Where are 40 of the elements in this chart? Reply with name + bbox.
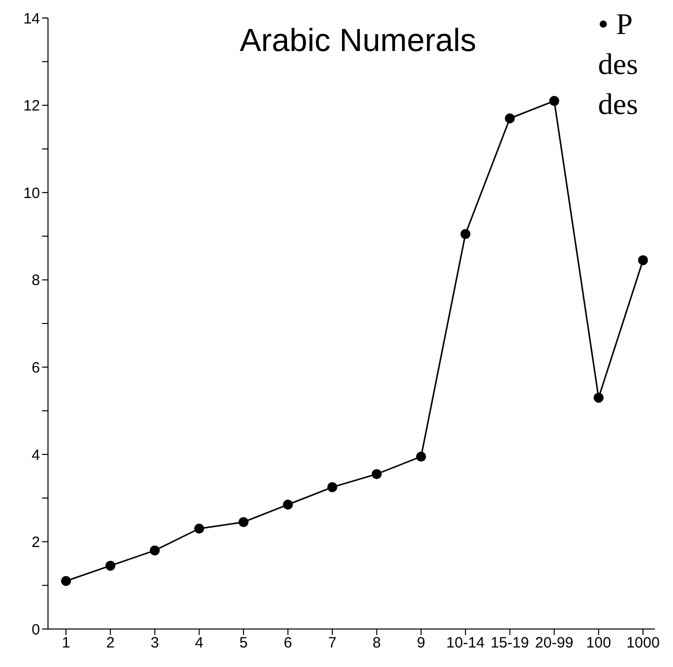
x-tick-label: 1000 [626,634,660,652]
x-tick-label: 1 [62,634,70,652]
annotation: des [598,48,638,82]
point [638,255,648,266]
point [327,482,338,492]
x-tick-label: 8 [372,634,381,652]
y-tick-label: 14 [23,10,40,28]
point [238,517,249,528]
y-tick-label: 4 [32,446,40,464]
x-tick-label: 7 [328,634,336,652]
point [372,469,382,480]
x-tick-label: 6 [284,634,292,652]
y-tick-label: 12 [23,98,40,115]
point [460,229,470,240]
y-tick-label: 6 [32,359,40,376]
point [594,392,604,403]
x-tick-label: 4 [194,634,204,652]
point [416,452,426,462]
x-tick-label: 5 [239,634,248,652]
x-tick-label: 10-14 [446,634,485,652]
point [61,576,71,586]
x-tick-label: 3 [150,634,159,652]
point [194,524,204,534]
x-tick-label: 9 [416,634,426,652]
y-tick-label: 8 [32,272,40,290]
annotation: des [598,88,638,122]
chart-title: Arabic Numerals [238,22,478,59]
point [549,96,560,106]
annotation: • P [598,8,633,42]
x-tick-label: 100 [586,634,612,652]
x-tick-label: 15-19 [490,634,530,652]
y-tick-label: 10 [23,184,40,202]
y-tick-label: 2 [32,534,40,552]
point [105,560,116,571]
point [282,500,293,510]
point [150,545,160,556]
x-tick-label: 20-99 [535,634,574,652]
point [504,113,515,124]
y-tick-label: 0 [32,621,40,638]
x-tick-label: 2 [106,634,115,652]
